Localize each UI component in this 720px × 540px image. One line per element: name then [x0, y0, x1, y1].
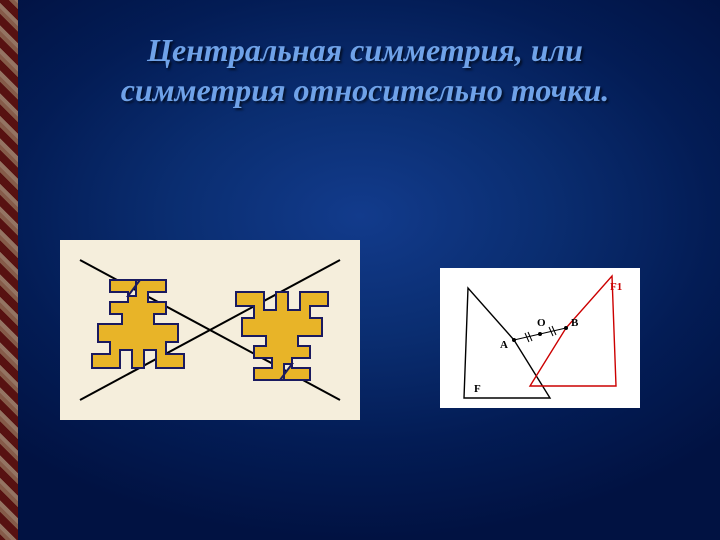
- decorative-sidebar-pattern: [0, 0, 18, 540]
- ornament-svg: [60, 240, 360, 420]
- slide-title: Центральная симметрия, или симметрия отн…: [40, 30, 690, 110]
- slide: Центральная симметрия, или симметрия отн…: [0, 0, 720, 540]
- ornament-figure: [60, 240, 360, 420]
- label-B: B: [571, 317, 579, 329]
- title-line-2: симметрия относительно точки.: [121, 72, 610, 108]
- point-O: [538, 332, 542, 336]
- point-A: [512, 338, 516, 342]
- label-O: O: [537, 317, 546, 329]
- label-A: A: [500, 339, 508, 351]
- label-F: F: [474, 383, 481, 395]
- geometry-svg: A B O F F1: [440, 268, 640, 408]
- geometry-figure: A B O F F1: [440, 268, 640, 408]
- label-F1: F1: [610, 281, 622, 293]
- title-line-1: Центральная симметрия, или: [147, 32, 583, 68]
- point-B: [564, 326, 568, 330]
